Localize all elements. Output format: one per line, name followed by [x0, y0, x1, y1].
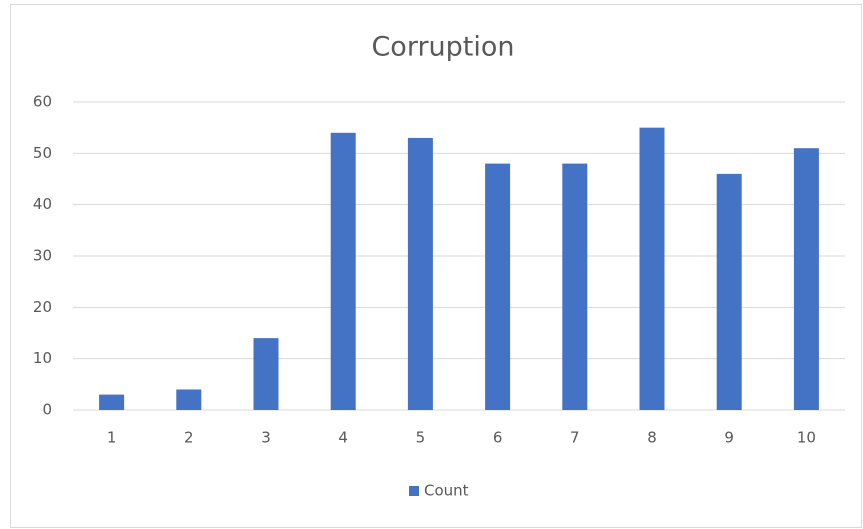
bar [485, 163, 511, 410]
y-tick-label: 40 [33, 195, 52, 213]
bar [716, 173, 742, 410]
y-tick-label: 20 [33, 298, 52, 316]
legend-swatch [409, 486, 419, 496]
bar [176, 389, 202, 410]
bar [253, 338, 279, 410]
x-tick-label: 5 [416, 429, 426, 447]
chart-title: Corruption [371, 32, 514, 63]
y-tick-label: 10 [33, 349, 52, 367]
y-tick-label: 60 [33, 93, 52, 111]
x-tick-label: 3 [261, 429, 271, 447]
legend-label: Count [424, 482, 469, 500]
y-tick-label: 0 [42, 401, 52, 419]
y-tick-label: 30 [33, 247, 52, 265]
x-tick-label: 4 [338, 429, 348, 447]
bar [793, 148, 819, 410]
x-tick-label: 2 [184, 429, 194, 447]
x-tick-label: 6 [493, 429, 503, 447]
bar [407, 137, 433, 410]
bar [99, 394, 125, 410]
x-tick-label: 8 [647, 429, 657, 447]
x-tick-label: 9 [724, 429, 734, 447]
bar [639, 127, 665, 411]
x-tick-label: 7 [570, 429, 580, 447]
y-tick-label: 50 [33, 144, 52, 162]
bar [330, 132, 356, 411]
x-tick-label: 1 [107, 429, 117, 447]
x-tick-label: 10 [797, 429, 816, 447]
bar [562, 163, 588, 410]
